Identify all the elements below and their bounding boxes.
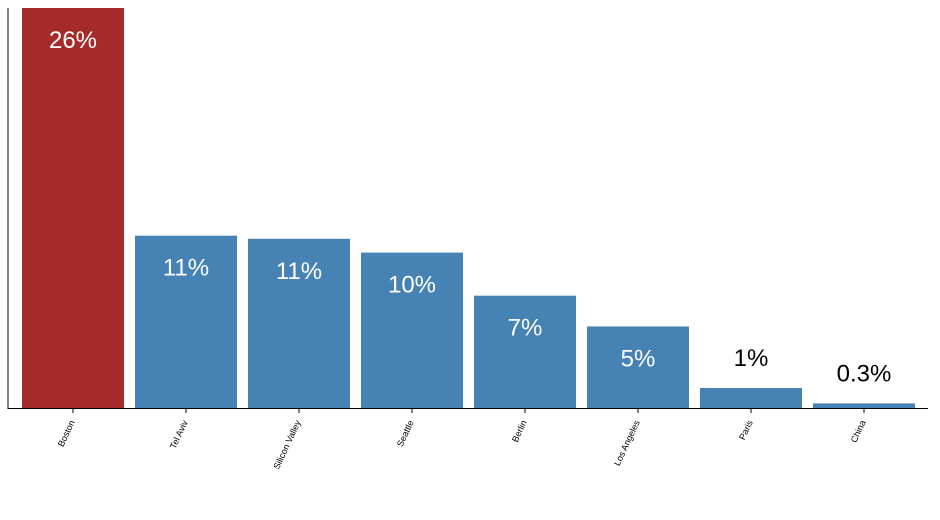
x-tick-label: Paris xyxy=(737,418,755,441)
value-label: 1% xyxy=(734,345,769,372)
value-label: 11% xyxy=(163,255,209,282)
value-label: 26% xyxy=(49,27,97,54)
value-label: 11% xyxy=(276,258,322,285)
x-tick-label: Boston xyxy=(56,419,77,449)
x-tick-label: China xyxy=(849,419,868,445)
bar xyxy=(22,8,124,408)
x-tick-label: Seattle xyxy=(395,419,416,449)
bar xyxy=(361,252,463,408)
bar xyxy=(587,326,689,408)
x-tick-label: Silicon Valley xyxy=(271,418,303,471)
x-tick-label: Tel Aviv xyxy=(168,418,190,450)
value-label: 5% xyxy=(621,345,656,372)
x-tick-label: Los Angeles xyxy=(612,418,642,467)
bar xyxy=(135,235,237,408)
bar xyxy=(700,388,802,408)
bar xyxy=(813,403,915,408)
bar xyxy=(248,238,350,408)
value-label: 7% xyxy=(508,315,543,342)
x-tick-label: Berlin xyxy=(510,419,529,444)
bar xyxy=(474,295,576,408)
value-label: 0.3% xyxy=(837,360,892,387)
value-label: 10% xyxy=(388,272,436,299)
